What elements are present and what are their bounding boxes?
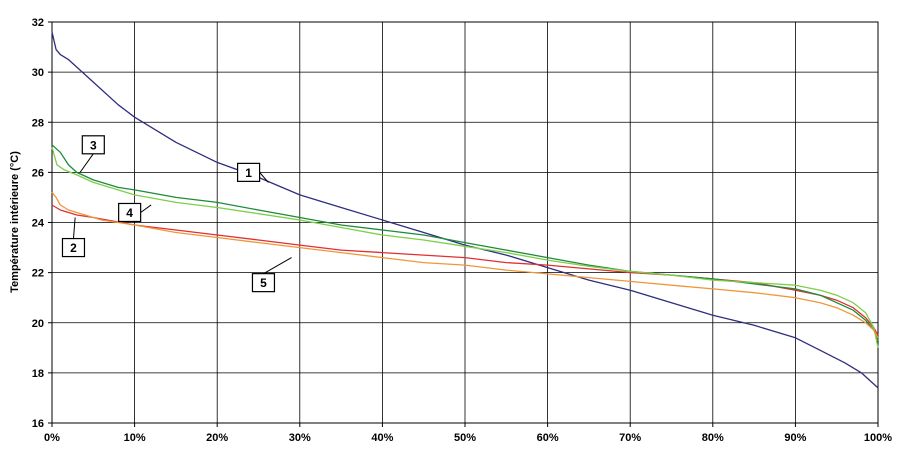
callout-leader-1	[259, 172, 269, 183]
y-tick-label: 26	[32, 167, 44, 179]
x-tick-label: 30%	[289, 432, 311, 444]
callout-label-5: 5	[260, 276, 267, 290]
callouts: 1 2 3 4 5	[61, 135, 292, 293]
y-axis-ticks: 16 18 20 22 24 26 28 30 32	[32, 17, 52, 430]
callout-label-1: 1	[245, 166, 252, 180]
x-axis-ticks: 0% 10% 20% 30% 40% 50% 60% 70% 80% 90% 100%	[44, 423, 892, 444]
series-line-5	[51, 191, 879, 339]
x-tick-label: 80%	[702, 432, 724, 444]
series-line-2	[51, 204, 879, 336]
x-tick-label: 60%	[537, 432, 559, 444]
callout-box-5	[251, 273, 276, 293]
y-tick-label: 16	[32, 418, 44, 430]
y-tick-label: 28	[32, 117, 44, 129]
y-tick-label: 32	[32, 17, 44, 29]
series-group	[51, 31, 879, 389]
callout-box-4	[118, 202, 142, 223]
callout-box-2	[61, 237, 86, 258]
callout-label-4: 4	[126, 206, 133, 220]
x-tick-label: 100%	[864, 432, 892, 444]
x-tick-label: 10%	[124, 432, 146, 444]
callout-box-1	[236, 162, 261, 182]
y-tick-label: 22	[32, 268, 44, 280]
x-tick-label: 90%	[784, 432, 806, 444]
x-tick-label: 40%	[371, 432, 393, 444]
y-axis-label: Température intérieure (°C)	[9, 151, 21, 293]
series-line-1	[51, 31, 879, 389]
callout-label-2: 2	[70, 241, 77, 255]
y-tick-label: 24	[32, 218, 45, 230]
x-tick-label: 20%	[206, 432, 228, 444]
gridlines	[52, 22, 878, 423]
x-tick-label: 50%	[454, 432, 476, 444]
series-line-4	[51, 147, 879, 348]
callout-leader-3	[79, 153, 94, 173]
x-tick-label: 70%	[619, 432, 641, 444]
y-tick-label: 20	[32, 318, 44, 330]
callout-label-3: 3	[90, 138, 97, 152]
y-tick-label: 30	[32, 67, 44, 79]
series-line-3	[51, 144, 879, 341]
x-tick-label: 0%	[44, 432, 60, 444]
callout-leader-2	[72, 217, 76, 239]
callout-box-3	[81, 135, 105, 155]
callout-leader-5	[263, 257, 292, 275]
callout-leader-4	[140, 204, 152, 213]
y-tick-label: 18	[32, 368, 44, 380]
